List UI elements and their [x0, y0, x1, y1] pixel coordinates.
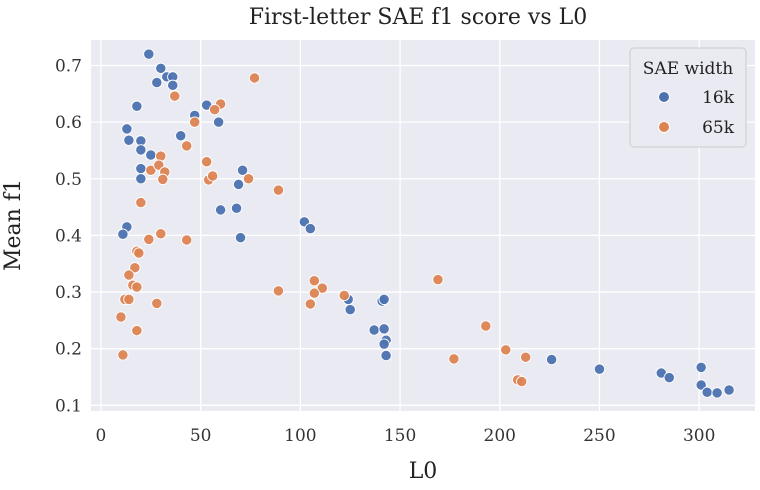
data-point-16k [135, 144, 147, 156]
data-point-16k [135, 173, 147, 185]
data-point-16k [344, 303, 356, 316]
data-point-65k [338, 289, 350, 302]
data-point-65k [181, 234, 193, 246]
data-point-16k [368, 324, 380, 336]
data-point-16k [214, 204, 227, 216]
data-point-16k [378, 293, 390, 306]
data-point-16k [117, 228, 129, 240]
data-point-16k [232, 178, 245, 191]
data-point-65k [308, 275, 320, 287]
data-point-16k [663, 371, 675, 384]
data-point-65k [316, 282, 328, 294]
legend-box [629, 47, 747, 148]
data-point-16k [135, 162, 147, 175]
data-point-16k [711, 387, 723, 399]
data-point-16k [212, 116, 225, 128]
data-point-65k [520, 351, 532, 363]
legend: SAE width 16k 65k [629, 47, 747, 148]
y-tick-labels: 0.1 0.2 0.3 0.4 0.5 0.6 0.7 [55, 56, 82, 416]
y-tick-label: 0.3 [55, 283, 82, 303]
data-point-65k [115, 311, 127, 323]
data-point-65k [308, 287, 320, 299]
data-point-65k [123, 269, 135, 281]
data-point-16k [593, 363, 606, 375]
data-point-65k [272, 285, 285, 297]
x-tick-label: 250 [583, 426, 615, 446]
data-point-16k [155, 62, 167, 74]
data-point-65k [206, 170, 219, 182]
data-point-16k [131, 100, 143, 112]
data-point-65k [155, 150, 167, 162]
data-point-16k [695, 379, 707, 391]
data-point-65k [181, 140, 193, 152]
y-tick-label: 0.1 [55, 396, 82, 416]
legend-label-16k: 16k [702, 88, 735, 108]
data-point-65k [143, 233, 155, 246]
data-point-16k [230, 202, 243, 214]
data-point-16k [378, 323, 390, 335]
x-tick-label: 200 [484, 426, 516, 446]
legend-label-65k: 65k [702, 118, 735, 138]
x-tick-label: 50 [190, 426, 212, 446]
data-point-65k [208, 104, 221, 116]
y-tick-label: 0.2 [55, 340, 82, 360]
data-point-65k [151, 297, 163, 310]
data-point-16k [145, 149, 157, 161]
x-tick-label: 150 [384, 426, 416, 446]
data-point-16k [545, 353, 558, 366]
data-point-65k [272, 184, 285, 196]
data-point-16k [380, 349, 392, 362]
data-point-65k [133, 247, 145, 259]
data-point-65k [131, 281, 143, 293]
x-tick-labels: 0 50 100 150 200 250 300 [96, 426, 716, 446]
data-point-65k [189, 116, 201, 128]
y-tick-label: 0.6 [55, 113, 82, 133]
data-point-65k [480, 320, 492, 332]
chart-title: First-letter SAE f1 score vs L0 [249, 5, 588, 30]
data-point-65k [201, 156, 213, 168]
data-point-65k [123, 293, 135, 306]
data-point-65k [516, 375, 528, 388]
data-point-16k [236, 164, 249, 176]
y-axis-label: Mean f1 [1, 179, 26, 271]
x-tick-label: 300 [683, 426, 715, 446]
x-axis-label: L0 [409, 459, 438, 484]
legend-marker-65k [658, 121, 670, 133]
data-point-16k [234, 232, 247, 244]
legend-marker-16k [658, 91, 670, 103]
data-point-65k [304, 298, 316, 310]
data-point-16k [151, 76, 163, 89]
data-point-65k [135, 196, 147, 209]
data-point-16k [123, 134, 135, 146]
y-tick-label: 0.4 [55, 226, 82, 246]
data-point-65k [248, 72, 261, 84]
data-points [115, 48, 735, 399]
data-point-16k [304, 222, 316, 235]
data-point-16k [143, 48, 155, 60]
y-tick-label: 0.7 [55, 56, 82, 76]
data-point-16k [121, 123, 133, 135]
data-point-16k [701, 386, 713, 398]
data-point-16k [175, 130, 187, 142]
data-point-65k [448, 353, 460, 365]
data-point-65k [117, 349, 129, 361]
data-point-65k [129, 262, 141, 274]
data-point-16k [695, 361, 707, 374]
data-point-65k [131, 324, 143, 337]
x-tick-label: 0 [96, 426, 107, 446]
data-point-65k [155, 228, 167, 240]
data-point-16k [167, 79, 179, 91]
legend-title: SAE width [643, 59, 733, 79]
x-tick-label: 100 [284, 426, 316, 446]
data-point-16k [378, 338, 390, 350]
data-point-65k [500, 344, 512, 356]
y-tick-label: 0.5 [55, 170, 82, 190]
data-point-65k [145, 164, 157, 176]
data-point-65k [169, 90, 181, 102]
data-point-65k [242, 173, 255, 185]
data-point-65k [432, 273, 444, 286]
data-point-65k [157, 173, 169, 185]
data-point-16k [723, 384, 735, 396]
